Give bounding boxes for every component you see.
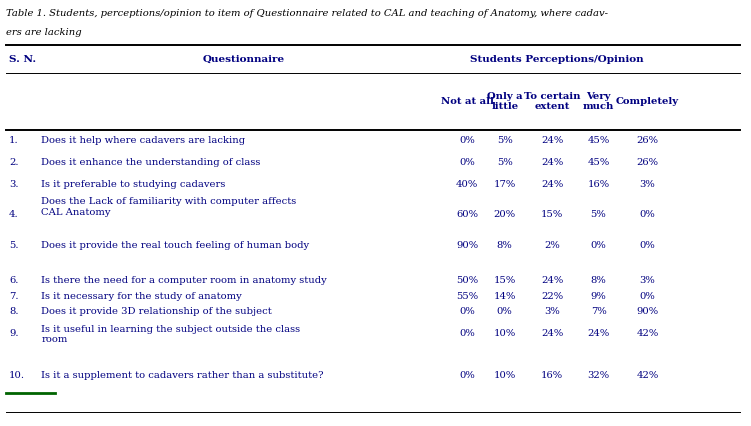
Text: 8%: 8% — [497, 241, 512, 250]
Text: 90%: 90% — [636, 308, 659, 317]
Text: ers are lacking: ers are lacking — [6, 28, 82, 37]
Text: 9%: 9% — [591, 292, 606, 301]
Text: 26%: 26% — [636, 158, 659, 167]
Text: 2.: 2. — [9, 158, 19, 167]
Text: 24%: 24% — [541, 276, 563, 285]
Text: 0%: 0% — [591, 241, 606, 250]
Text: 24%: 24% — [541, 136, 563, 145]
Text: Students Perceptions/Opinion: Students Perceptions/Opinion — [470, 55, 644, 63]
Text: 45%: 45% — [587, 158, 610, 167]
Text: 0%: 0% — [497, 308, 512, 317]
Text: 16%: 16% — [541, 371, 563, 380]
Text: Completely: Completely — [616, 97, 679, 106]
Text: 3%: 3% — [544, 308, 559, 317]
Text: 4.: 4. — [9, 210, 19, 219]
Text: Does it provide 3D relationship of the subject: Does it provide 3D relationship of the s… — [41, 308, 272, 317]
Text: Is it a supplement to cadavers rather than a substitute?: Is it a supplement to cadavers rather th… — [41, 371, 324, 380]
Text: Is it useful in learning the subject outside the class
room: Is it useful in learning the subject out… — [41, 325, 300, 344]
Text: 42%: 42% — [636, 371, 659, 380]
Text: 15%: 15% — [541, 210, 563, 219]
Text: 2%: 2% — [544, 241, 559, 250]
Text: 0%: 0% — [460, 329, 475, 338]
Text: To certain
extent: To certain extent — [523, 92, 581, 111]
Text: Questionnaire: Questionnaire — [203, 55, 285, 63]
Text: 5.: 5. — [9, 241, 19, 250]
Text: 60%: 60% — [456, 210, 478, 219]
Text: 3%: 3% — [640, 276, 655, 285]
Text: 3.: 3. — [9, 180, 19, 189]
Text: 0%: 0% — [460, 371, 475, 380]
Text: S. N.: S. N. — [9, 55, 36, 63]
Text: 14%: 14% — [493, 292, 516, 301]
Text: 6.: 6. — [9, 276, 18, 285]
Text: 24%: 24% — [541, 180, 563, 189]
Text: 0%: 0% — [460, 308, 475, 317]
Text: Does it provide the real touch feeling of human body: Does it provide the real touch feeling o… — [41, 241, 309, 250]
Text: 16%: 16% — [587, 180, 610, 189]
Text: 32%: 32% — [587, 371, 610, 380]
Text: 5%: 5% — [591, 210, 606, 219]
Text: 17%: 17% — [493, 180, 516, 189]
Text: 0%: 0% — [460, 136, 475, 145]
Text: Is it necessary for the study of anatomy: Is it necessary for the study of anatomy — [41, 292, 242, 301]
Text: 20%: 20% — [493, 210, 516, 219]
Text: Does the Lack of familiarity with computer affects
CAL Anatomy: Does the Lack of familiarity with comput… — [41, 198, 297, 217]
Text: Very
much: Very much — [583, 92, 614, 111]
Text: 5%: 5% — [497, 136, 512, 145]
Text: 8.: 8. — [9, 308, 19, 317]
Text: 7.: 7. — [9, 292, 19, 301]
Text: 7%: 7% — [591, 308, 606, 317]
Text: 3%: 3% — [640, 180, 655, 189]
Text: 24%: 24% — [587, 329, 610, 338]
Text: Is it preferable to studying cadavers: Is it preferable to studying cadavers — [41, 180, 226, 189]
Text: 26%: 26% — [636, 136, 659, 145]
Text: 45%: 45% — [587, 136, 610, 145]
Text: 0%: 0% — [640, 292, 655, 301]
Text: 50%: 50% — [456, 276, 478, 285]
Text: Not at all: Not at all — [441, 97, 493, 106]
Text: 40%: 40% — [456, 180, 478, 189]
Text: 8%: 8% — [591, 276, 606, 285]
Text: 0%: 0% — [460, 158, 475, 167]
Text: 0%: 0% — [640, 241, 655, 250]
Text: 10%: 10% — [493, 329, 516, 338]
Text: 10%: 10% — [493, 371, 516, 380]
Text: 10.: 10. — [9, 371, 25, 380]
Text: 90%: 90% — [456, 241, 478, 250]
Text: 0%: 0% — [640, 210, 655, 219]
Text: 1.: 1. — [9, 136, 19, 145]
Text: 24%: 24% — [541, 329, 563, 338]
Text: 42%: 42% — [636, 329, 659, 338]
Text: 5%: 5% — [497, 158, 512, 167]
Text: 15%: 15% — [493, 276, 516, 285]
Text: 9.: 9. — [9, 329, 19, 338]
Text: Is there the need for a computer room in anatomy study: Is there the need for a computer room in… — [41, 276, 327, 285]
Text: Table 1. Students, perceptions/opinion to item of Questionnaire related to CAL a: Table 1. Students, perceptions/opinion t… — [6, 9, 608, 18]
Text: 24%: 24% — [541, 158, 563, 167]
Text: 22%: 22% — [541, 292, 563, 301]
Text: Does it help where cadavers are lacking: Does it help where cadavers are lacking — [41, 136, 246, 145]
Text: Does it enhance the understanding of class: Does it enhance the understanding of cla… — [41, 158, 261, 167]
Text: 55%: 55% — [456, 292, 478, 301]
Text: Only a
little: Only a little — [487, 92, 523, 111]
